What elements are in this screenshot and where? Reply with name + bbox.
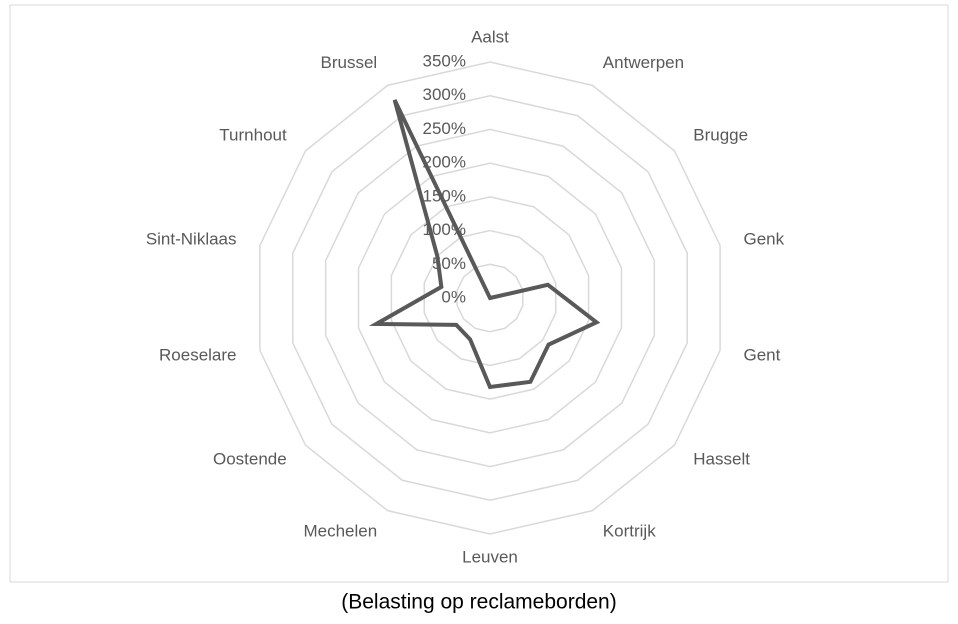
chart-frame [9,4,949,583]
category-label: Genk [743,230,784,249]
tick-label: 100% [423,220,466,239]
data-line [368,99,601,390]
tick-label: 50% [432,254,466,273]
category-label: Hasselt [693,450,750,469]
grid-ring [292,94,688,502]
grid-ring [357,162,623,434]
grid-ring [390,196,590,400]
category-label: Gent [743,345,780,364]
category-label: Brugge [693,125,748,144]
category-label: Oostende [213,450,287,469]
category-label: Turnhout [219,125,287,144]
tick-label: 300% [423,85,466,104]
tick-label: 250% [423,119,466,138]
category-label: Aalst [471,27,509,46]
tick-label: 0% [441,287,466,306]
category-label: Leuven [462,547,518,566]
tick-label: 200% [423,153,466,172]
category-label: Roeselare [159,345,237,364]
category-label: Sint-Niklaas [146,230,237,249]
category-label: Antwerpen [603,53,684,72]
category-label: Brussel [321,53,378,72]
caption: (Belasting op reclameborden) [341,591,616,614]
category-label: Mechelen [303,522,377,541]
tick-label: 150% [423,186,466,205]
grid-ring [324,128,656,468]
grid-ring [259,61,721,535]
category-label: Kortrijk [603,522,656,541]
tick-label: 350% [423,51,466,70]
grid-ring [423,229,557,367]
grid-ring [456,263,524,333]
